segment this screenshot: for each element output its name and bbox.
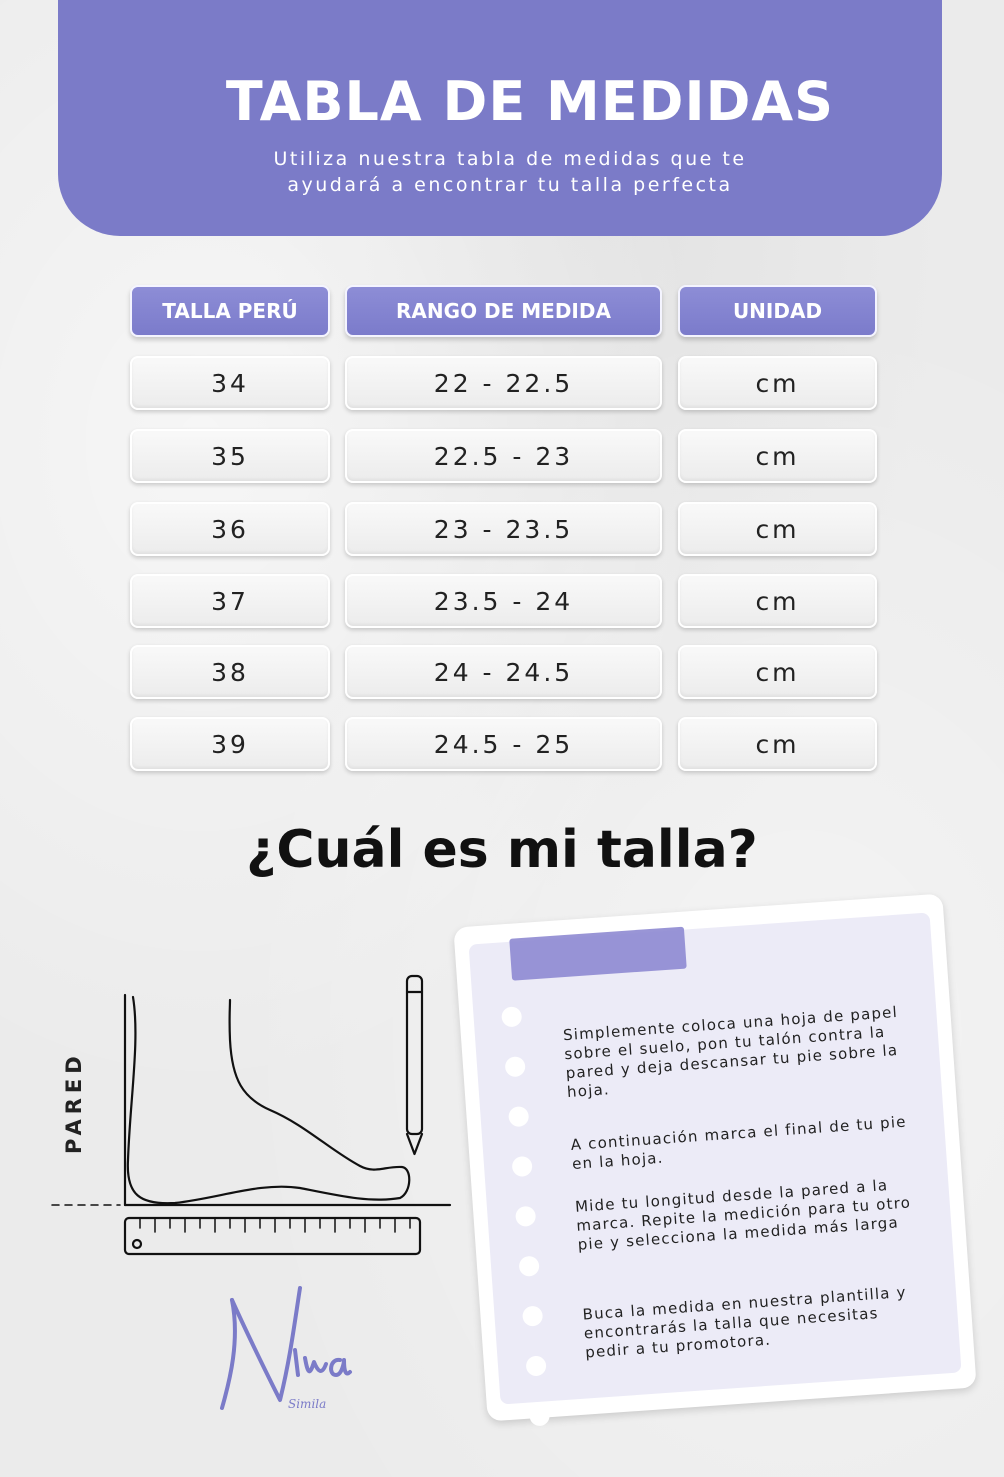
header-rango-de-medida: RANGO DE MEDIDA [345,285,662,337]
brand-logo: Simila [220,1286,352,1411]
unidad-cell: cm [678,574,877,628]
foot-measure-diagram [51,974,452,1256]
pencil-icon [405,974,424,1156]
page-title: TABLA DE MEDIDAS [225,70,835,133]
rango-cell: 24.5 - 25 [345,717,662,771]
step-3-text: Mide tu longitud desde la pared a la mar… [574,1176,912,1254]
subtitle-line-2: ayudará a encontrar tu talla perfecta [287,174,733,196]
talla-cell: 37 [130,574,330,628]
subtitle-line-1: Utiliza nuestra tabla de medidas que te [273,148,747,170]
rango-cell: 22 - 22.5 [345,356,662,410]
unidad-cell: cm [678,645,877,699]
binder-hole [514,1205,537,1228]
talla-cell: 39 [130,717,330,771]
talla-cell: 38 [130,645,330,699]
rango-cell: 23 - 23.5 [345,502,662,556]
rango-cell: 24 - 24.5 [345,645,662,699]
header-unidad: UNIDAD [678,285,877,337]
header-talla-peru: TALLA PERÚ [130,285,330,337]
unidad-cell: cm [678,717,877,771]
unidad-cell: cm [678,356,877,410]
step-4-text: Buca la medida en nuestra plantilla y en… [582,1282,908,1362]
rango-cell: 22.5 - 23 [345,429,662,483]
binder-hole [521,1305,544,1327]
binder-hole [504,1056,526,1078]
talla-cell: 35 [130,429,330,483]
binder-hole [525,1355,547,1377]
brand-tagline: Simila [288,1397,326,1411]
step-2-text: A continuación marca el final de tu pie … [570,1112,908,1173]
binder-hole [511,1155,533,1178]
header-banner: TABLA DE MEDIDAS Utiliza nuestra tabla d… [58,0,942,236]
page-subtitle: Utiliza nuestra tabla de medidas que te … [58,146,942,198]
section-question-heading: ¿Cuál es mi talla? [246,820,758,880]
ruler-icon [123,1216,422,1256]
rango-cell: 23.5 - 24 [345,574,662,628]
unidad-cell: cm [678,429,877,483]
unidad-cell: cm [678,502,877,556]
note-paper: Simplemente coloca una hoja de papel sob… [468,912,962,1427]
foot-outline [126,995,411,1205]
binder-hole [501,1006,523,1028]
binder-hole [518,1255,540,1277]
talla-cell: 36 [130,502,330,556]
instructions-note: Simplemente coloca una hoja de papel sob… [453,893,977,1427]
binder-hole [507,1105,530,1128]
talla-cell: 34 [130,356,330,410]
step-1-text: Simplemente coloca una hoja de papel sob… [562,1002,899,1102]
